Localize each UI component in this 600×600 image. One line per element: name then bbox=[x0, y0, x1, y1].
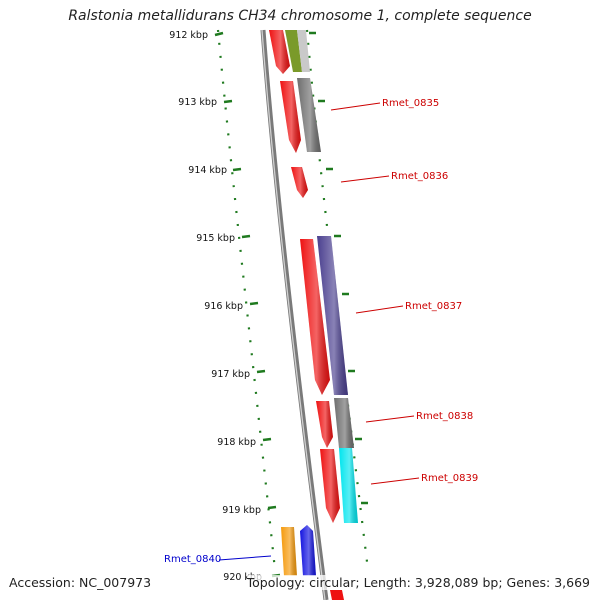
gene-bottom-partial[interactable] bbox=[330, 590, 344, 600]
tick-915: 915 kbp bbox=[196, 233, 251, 244]
tick-label: 917 kbp bbox=[211, 369, 250, 380]
label-rmet-0836[interactable]: Rmet_0836 bbox=[340, 171, 448, 183]
inner-dotted-ring bbox=[216, 29, 277, 571]
ruler-track bbox=[216, 29, 370, 571]
tick-label: 916 kbp bbox=[204, 301, 243, 312]
map-title: Ralstonia metallidurans CH34 chromosome … bbox=[68, 8, 532, 24]
ruler-ticks: 912 kbp 913 kbp 914 kbp 915 kbp 916 kbp … bbox=[169, 30, 281, 583]
tick-918: 918 kbp bbox=[217, 437, 272, 448]
label-rmet-0839[interactable]: Rmet_0839 bbox=[370, 473, 478, 485]
label-rmet-0837[interactable]: Rmet_0837 bbox=[355, 301, 462, 314]
gene-rmet-0839[interactable] bbox=[320, 448, 358, 523]
tick-914: 914 kbp bbox=[188, 165, 242, 176]
tick-913: 913 kbp bbox=[178, 97, 233, 108]
tick-label: 915 kbp bbox=[196, 233, 235, 244]
gene-labels: Rmet_0835 Rmet_0836 Rmet_0837 Rmet_0838 … bbox=[164, 98, 478, 565]
gene-rmet-0840[interactable] bbox=[281, 525, 316, 576]
tick-label: 920 kbp bbox=[223, 572, 262, 583]
outer-ring-ticks bbox=[309, 31, 368, 505]
tick-label: 918 kbp bbox=[217, 437, 256, 448]
chromosome-backbone bbox=[260, 29, 329, 600]
gene-rmet-0837[interactable] bbox=[300, 236, 348, 395]
tick-919: 919 kbp bbox=[222, 505, 277, 516]
gene-rmet-0835[interactable] bbox=[280, 78, 321, 153]
tick-917: 917 kbp bbox=[211, 369, 266, 380]
label-rmet-0840[interactable]: Rmet_0840 bbox=[164, 554, 272, 565]
label-rmet-0835[interactable]: Rmet_0835 bbox=[330, 98, 439, 111]
gene-label-text[interactable]: Rmet_0836 bbox=[391, 171, 448, 182]
gene-label-text[interactable]: Rmet_0837 bbox=[405, 301, 462, 312]
accession-text: Accession: NC_007973 bbox=[9, 575, 152, 590]
gene-olive-partial[interactable] bbox=[285, 30, 310, 72]
label-rmet-0838[interactable]: Rmet_0838 bbox=[365, 411, 473, 423]
tick-912: 912 kbp bbox=[169, 30, 224, 41]
tick-label: 914 kbp bbox=[188, 165, 227, 176]
gene-rmet-0834[interactable] bbox=[269, 30, 290, 74]
topology-text: Topology: circular; Length: 3,928,089 bp… bbox=[246, 575, 590, 590]
tick-label: 919 kbp bbox=[222, 505, 261, 516]
tick-916: 916 kbp bbox=[204, 301, 259, 312]
gene-rmet-0838[interactable] bbox=[316, 398, 354, 448]
gene-label-text[interactable]: Rmet_0839 bbox=[421, 473, 478, 484]
gene-label-text[interactable]: Rmet_0840 bbox=[164, 554, 221, 565]
tick-label: 912 kbp bbox=[169, 30, 208, 41]
gene-label-text[interactable]: Rmet_0835 bbox=[382, 98, 439, 109]
gene-label-text[interactable]: Rmet_0838 bbox=[416, 411, 473, 422]
gene-rmet-0836[interactable] bbox=[291, 167, 308, 198]
outer-dotted-ring bbox=[305, 29, 370, 571]
tick-label: 913 kbp bbox=[178, 97, 217, 108]
